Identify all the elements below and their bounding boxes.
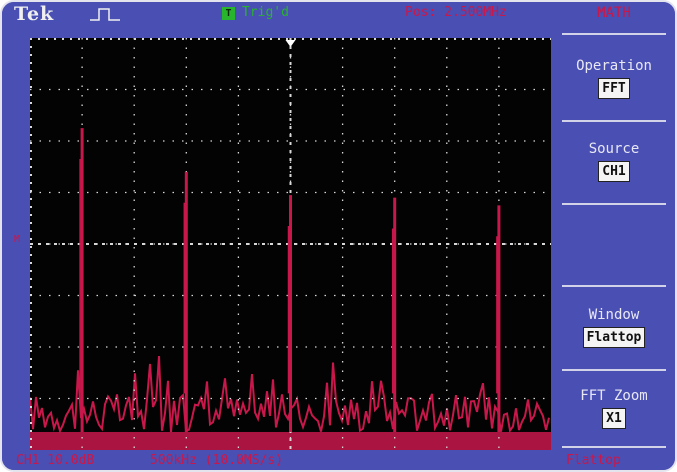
reference-marker: M <box>14 234 21 245</box>
side-menu: Operation FFT Source CH1 Window Flattop … <box>558 26 675 448</box>
menu-separator <box>562 285 666 287</box>
menu-item-fft-zoom[interactable]: FFT Zoom X1 <box>558 388 670 429</box>
fft-plot <box>30 38 551 450</box>
trigger-badge: T <box>222 7 235 20</box>
source-value: CH1 <box>598 161 630 182</box>
fft-zoom-label: FFT Zoom <box>580 388 648 404</box>
menu-separator <box>562 446 666 448</box>
trigger-position-marker <box>285 40 296 47</box>
menu-separator <box>562 369 666 371</box>
waveform-screen <box>30 38 551 450</box>
operation-label: Operation <box>576 58 652 74</box>
window-readout: Flattop <box>566 453 621 468</box>
fft-zoom-value: X1 <box>602 408 626 429</box>
menu-separator <box>562 33 666 35</box>
status-bar: Tek T Trig'd Pos: 2.500MHz <box>2 2 675 26</box>
readout-bar: CH1 10.0dB 500kHz (10.0MS/s) Flattop <box>2 451 675 470</box>
operation-value: FFT <box>598 78 630 99</box>
menu-title: MATH <box>597 5 631 21</box>
menu-item-operation[interactable]: Operation FFT <box>558 58 670 99</box>
tek-logo: Tek <box>14 3 55 25</box>
window-value: Flattop <box>582 327 646 348</box>
trigger-pulse-icon <box>90 8 120 21</box>
horizontal-position: Pos: 2.500MHz <box>405 5 507 20</box>
window-label: Window <box>588 307 640 323</box>
trigger-status: Trig'd <box>242 5 289 20</box>
menu-item-source[interactable]: Source CH1 <box>558 141 670 182</box>
menu-item-window[interactable]: Window Flattop <box>558 307 670 348</box>
menu-separator <box>562 203 666 205</box>
channel-scale-readout: CH1 10.0dB <box>16 453 95 468</box>
frequency-readout: 500kHz (10.0MS/s) <box>150 453 284 468</box>
source-label: Source <box>588 141 640 157</box>
menu-separator <box>562 120 666 122</box>
